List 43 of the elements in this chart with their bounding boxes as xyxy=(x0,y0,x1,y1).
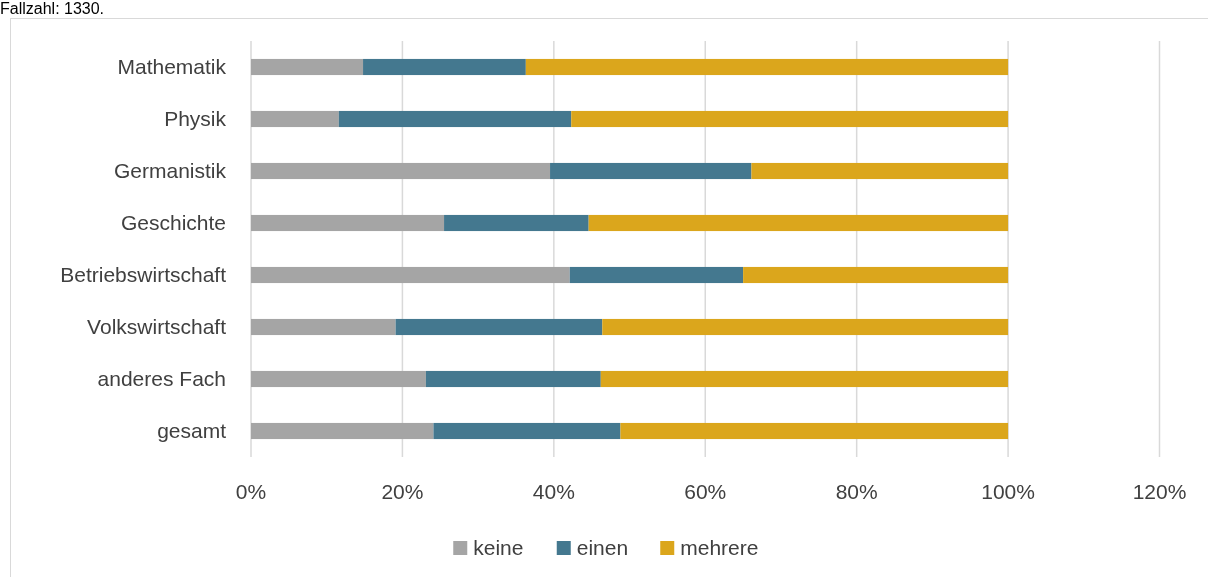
y-tick-label: Mathematik xyxy=(117,55,227,79)
legend-label: keine xyxy=(473,536,524,560)
text: Fallzahl: 1330. xyxy=(0,0,105,17)
y-tick-label: gesamt xyxy=(157,419,227,443)
y-tick-label: anderes Fach xyxy=(97,367,226,391)
x-tick-label: 0% xyxy=(235,480,267,503)
bar xyxy=(569,266,744,284)
bar xyxy=(251,162,551,180)
x-tick-label: 60% xyxy=(684,480,727,503)
x-tick-label: 40% xyxy=(532,480,575,503)
bar xyxy=(602,318,1009,336)
x-tick-label: 80% xyxy=(835,480,878,503)
bar xyxy=(588,214,1009,232)
bar xyxy=(251,318,396,336)
y-tick-label: Betriebswirtschaft xyxy=(60,263,227,287)
bar xyxy=(251,214,445,232)
bar xyxy=(251,370,426,388)
y-tick-label: Germanistik xyxy=(113,159,227,183)
x-tick-label: 20% xyxy=(381,480,424,503)
bar xyxy=(433,422,621,440)
legend-label: einen xyxy=(576,536,629,560)
bar xyxy=(444,214,589,232)
y-tick-label: Volkswirtschaft xyxy=(87,315,227,339)
bar xyxy=(571,110,1009,128)
bar xyxy=(251,266,570,284)
x-tick-label: 100% xyxy=(981,480,1035,503)
bar xyxy=(425,370,601,388)
bar xyxy=(395,318,603,336)
bar xyxy=(363,58,526,76)
y-tick-label: Physik xyxy=(164,107,227,131)
bar xyxy=(251,422,434,440)
bar xyxy=(743,266,1009,284)
bar xyxy=(751,162,1009,180)
bar xyxy=(550,162,752,180)
y-tick-label: Geschichte xyxy=(120,211,226,235)
x-tick-label: 120% xyxy=(1132,480,1187,503)
bar xyxy=(620,422,1009,440)
bar xyxy=(251,110,339,128)
bar xyxy=(600,370,1009,388)
bar xyxy=(525,58,1009,76)
bar xyxy=(251,58,364,76)
bar xyxy=(338,110,572,128)
legend-label: mehrere xyxy=(680,536,759,560)
